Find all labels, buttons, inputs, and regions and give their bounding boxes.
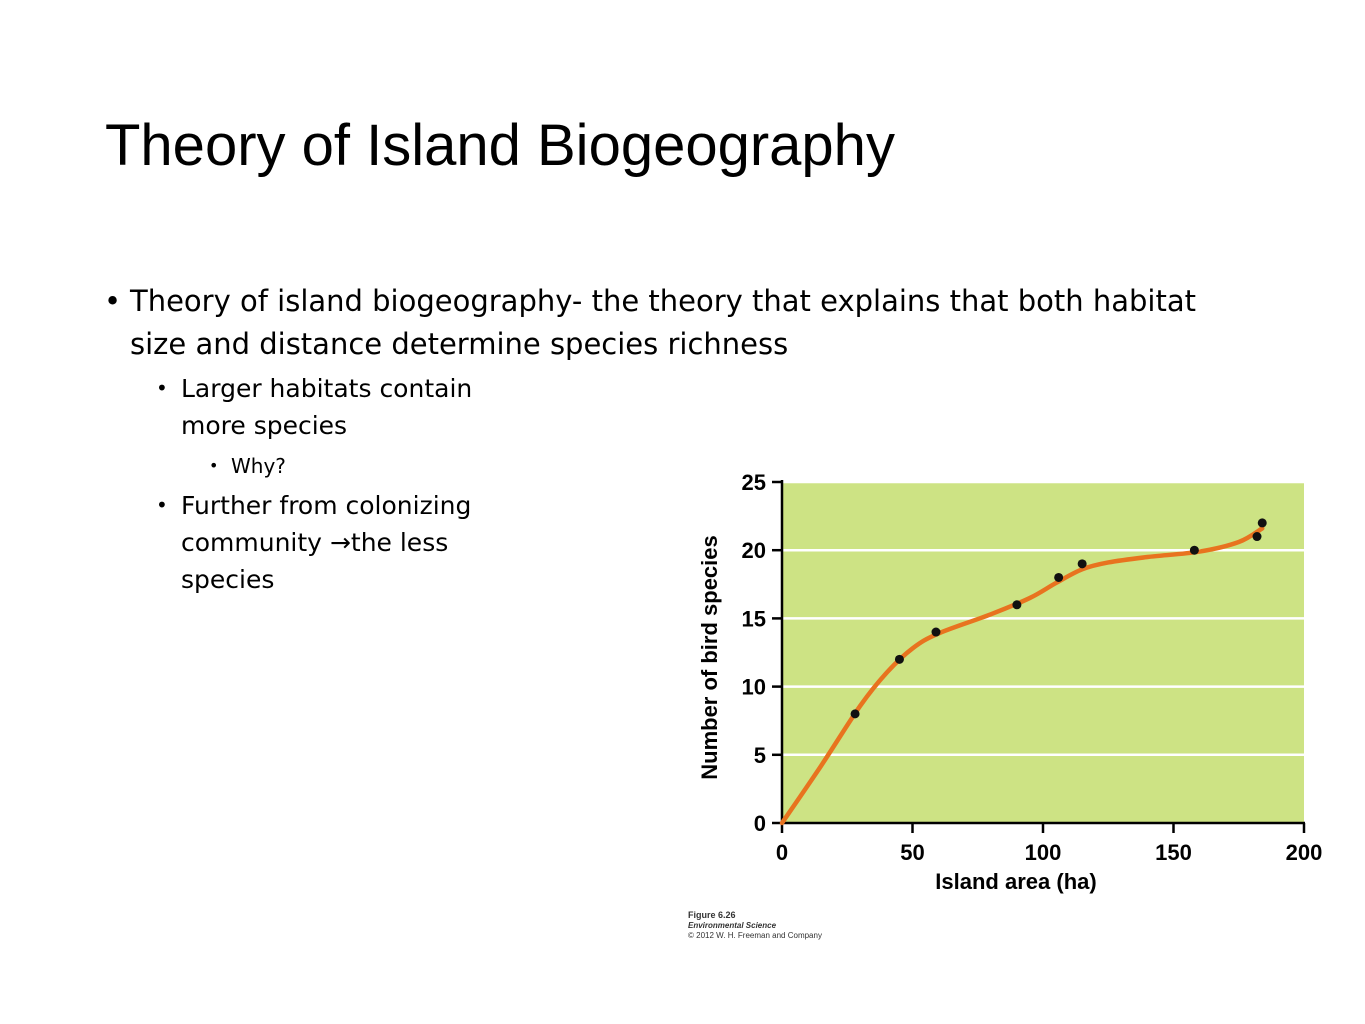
x-tick-label: 200 <box>1286 840 1323 865</box>
figure-caption: Figure 6.26 Environmental Science © 2012… <box>688 910 822 941</box>
trend-curve <box>779 526 1265 826</box>
data-point <box>1012 600 1022 610</box>
caption-copyright: © 2012 W. H. Freeman and Company <box>688 931 822 940</box>
x-tick-label: 0 <box>776 840 788 865</box>
x-tick-label: 150 <box>1155 840 1192 865</box>
bullet-dot: • <box>209 456 219 475</box>
bullet-dot: • <box>156 376 168 400</box>
y-axis-label: Number of bird species <box>697 535 722 780</box>
y-tick-label: 10 <box>742 675 766 700</box>
data-point <box>894 654 904 664</box>
bullet-dot: • <box>104 284 122 318</box>
caption-figure: Figure 6.26 <box>688 910 736 920</box>
bullet-dot: • <box>156 493 168 517</box>
y-tick-label: 25 <box>742 470 766 495</box>
bullet-main-text: Theory of island biogeography- the theor… <box>130 284 1196 361</box>
sub-bullet-larger-habitats: • Larger habitats contain more species <box>156 370 521 444</box>
bullet-main: • Theory of island biogeography- the the… <box>104 280 1250 366</box>
data-point <box>1257 518 1267 528</box>
data-point <box>1054 572 1064 582</box>
sub-bullet-2-text-a: Further from colonizing community <box>181 491 472 557</box>
plot-background <box>782 482 1304 823</box>
x-tick-label: 50 <box>900 840 924 865</box>
data-point <box>1252 532 1262 542</box>
y-tick-label: 0 <box>754 811 766 836</box>
data-point <box>1189 545 1199 555</box>
x-axis-label: Island area (ha) <box>935 869 1096 894</box>
sub-bullet-further: • Further from colonizing community →the… <box>156 487 521 598</box>
data-point <box>1077 559 1087 569</box>
y-tick-label: 20 <box>742 538 766 563</box>
arrow-right-icon: → <box>329 528 351 557</box>
bird-species-chart: 0 5 10 15 20 25 0 50 100 150 200 Island area (ha) Nu… <box>697 470 1323 894</box>
caption-book: Environmental Science <box>688 921 777 930</box>
sub-bullet-2-text-b: the less species <box>181 528 449 594</box>
data-point <box>850 709 860 719</box>
sub-sub-bullet-text: Why? <box>231 454 286 478</box>
sub-bullet-1-text: Larger habitats contain more species <box>181 374 473 440</box>
y-tick-label: 5 <box>754 743 766 768</box>
y-tick-label: 15 <box>742 606 766 631</box>
data-point <box>931 627 941 637</box>
x-tick-label: 100 <box>1025 840 1062 865</box>
sub-sub-bullet-why: • Why? <box>209 452 286 480</box>
slide-title: Theory of Island Biogeography <box>105 113 895 178</box>
